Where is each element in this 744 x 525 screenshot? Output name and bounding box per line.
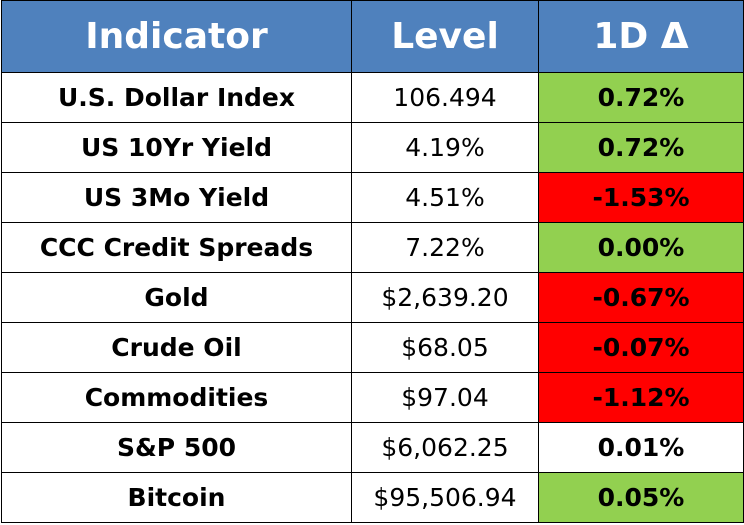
indicator-name: Commodities	[1, 372, 352, 423]
change: -1.53%	[538, 172, 744, 223]
indicator-name: Crude Oil	[1, 322, 352, 373]
level: $6,062.25	[351, 422, 539, 473]
table-row: Bitcoin $95,506.94 0.05%	[1, 472, 744, 523]
table-header: Indicator Level 1D Δ	[1, 0, 744, 73]
header-cell: 1D Δ	[538, 0, 744, 73]
indicator-name: Bitcoin	[1, 472, 352, 523]
level: $68.05	[351, 322, 539, 373]
change: 0.72%	[538, 72, 744, 123]
change: 0.01%	[538, 422, 744, 473]
indicator-name: U.S. Dollar Index	[1, 72, 352, 123]
table-row: U.S. Dollar Index 106.494 0.72%	[1, 72, 744, 123]
indicator-name: CCC Credit Spreads	[1, 222, 352, 273]
header-cell: Level	[351, 0, 539, 73]
change: -1.12%	[538, 372, 744, 423]
table-body: U.S. Dollar Index 106.494 0.72% US 10Yr Yie…	[1, 72, 744, 523]
change: -0.67%	[538, 272, 744, 323]
table-row: Crude Oil $68.05 -0.07%	[1, 322, 744, 373]
table-row: US 10Yr Yield 4.19% 0.72%	[1, 122, 744, 173]
level: 4.51%	[351, 172, 539, 223]
level: $95,506.94	[351, 472, 539, 523]
level: 7.22%	[351, 222, 539, 273]
level: 4.19%	[351, 122, 539, 173]
header-cell: Indicator	[1, 0, 352, 73]
table-row: Gold $2,639.20 -0.67%	[1, 272, 744, 323]
change: 0.05%	[538, 472, 744, 523]
level: $2,639.20	[351, 272, 539, 323]
table-row: CCC Credit Spreads 7.22% 0.00%	[1, 222, 744, 273]
change: -0.07%	[538, 322, 744, 373]
indicator-name: Gold	[1, 272, 352, 323]
level: $97.04	[351, 372, 539, 423]
change: 0.72%	[538, 122, 744, 173]
change: 0.00%	[538, 222, 744, 273]
indicator-name: US 10Yr Yield	[1, 122, 352, 173]
indicator-name: US 3Mo Yield	[1, 172, 352, 223]
level: 106.494	[351, 72, 539, 123]
header-row: Indicator Level 1D Δ	[1, 0, 744, 73]
indicator-name: S&P 500	[1, 422, 352, 473]
table-row: S&P 500 $6,062.25 0.01%	[1, 422, 744, 473]
table-row: Commodities $97.04 -1.12%	[1, 372, 744, 423]
table-row: US 3Mo Yield 4.51% -1.53%	[1, 172, 744, 223]
